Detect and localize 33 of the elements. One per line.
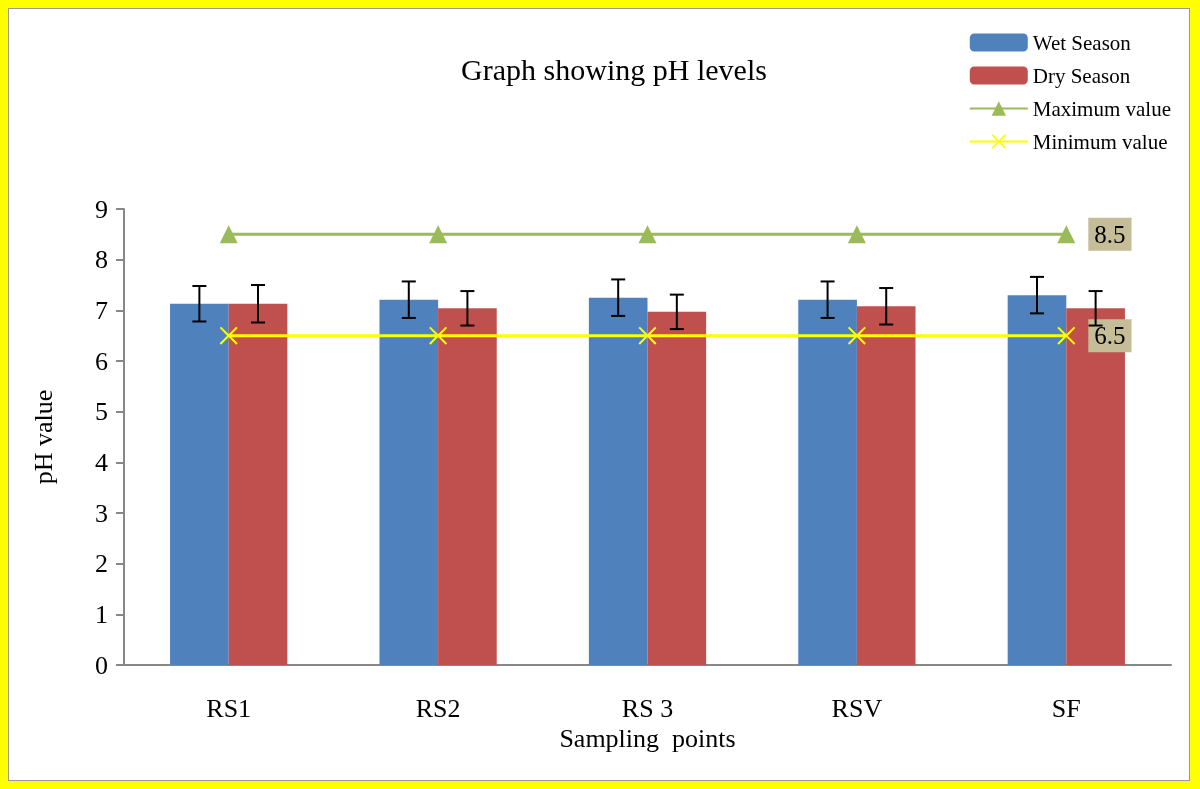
y-tick-label: 0 [95, 650, 108, 680]
bar [228, 303, 288, 665]
y-tick-label: 5 [95, 397, 108, 427]
bar [170, 303, 229, 665]
x-tick-label: RS 3 [621, 693, 674, 723]
bar [438, 308, 497, 665]
legend-label: Maximum value [1032, 96, 1172, 121]
data-label: 8.5 [1094, 220, 1126, 248]
y-tick-label: 9 [95, 194, 108, 224]
bar [379, 299, 439, 665]
chart-title: Graph showing pH levels [461, 52, 767, 86]
bar [798, 299, 857, 665]
bar [588, 297, 648, 665]
x-tick-label: RS2 [415, 693, 461, 723]
legend-label: Wet Season [1032, 30, 1132, 55]
y-tick-label: 4 [95, 447, 108, 477]
x-tick-label: SF [1051, 693, 1081, 723]
bar [856, 306, 916, 665]
y-tick-label: 6 [95, 346, 108, 376]
legend-label: Dry Season [1032, 63, 1131, 88]
y-axis-title: pH value [28, 389, 58, 485]
y-tick-label: 7 [95, 295, 108, 325]
bar [647, 311, 707, 665]
legend-label: Minimum value [1032, 129, 1168, 154]
y-tick-label: 2 [95, 549, 108, 579]
x-tick-label: RSV [831, 693, 883, 723]
data-label: 6.5 [1094, 322, 1126, 350]
y-tick-label: 1 [95, 599, 108, 629]
x-tick-label: RS1 [206, 693, 252, 723]
y-tick-label: 8 [95, 245, 108, 275]
x-axis-title: Sampling points [559, 724, 736, 754]
bar [1007, 295, 1067, 665]
y-tick-label: 3 [95, 498, 108, 528]
